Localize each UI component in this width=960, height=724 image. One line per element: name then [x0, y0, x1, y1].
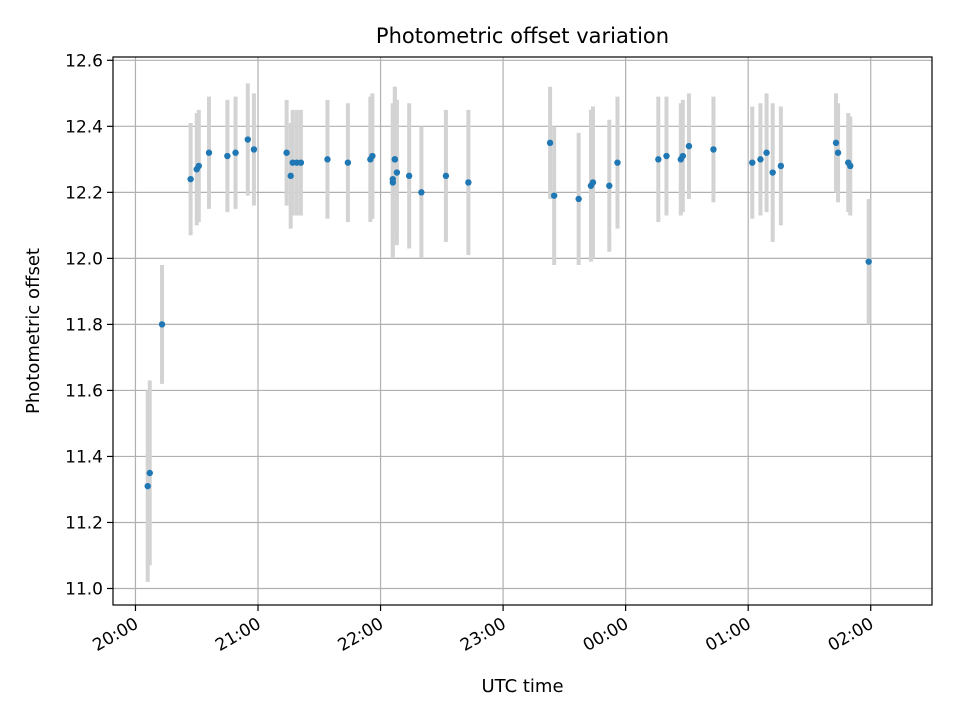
y-tick-label: 11.2 [65, 513, 103, 533]
data-point [847, 162, 854, 170]
data-point [614, 159, 621, 166]
data-point [777, 162, 785, 170]
data-point [287, 172, 294, 180]
data-point [144, 482, 151, 490]
y-tick-label: 12.4 [65, 117, 103, 137]
y-tick-label: 11.8 [65, 315, 103, 335]
plot-frame [112, 56, 933, 606]
data-point [832, 139, 840, 147]
data-point [546, 139, 554, 147]
data-point [465, 179, 472, 186]
data-point [550, 192, 558, 199]
grid-lines [113, 57, 932, 605]
data-point [389, 175, 397, 183]
data-point [865, 258, 872, 265]
data-point [606, 182, 613, 189]
data-point [418, 189, 425, 196]
data-point [283, 149, 290, 156]
y-tick-label: 11.6 [65, 381, 103, 401]
data-point [146, 469, 153, 477]
data-point [769, 169, 776, 176]
data-point [710, 146, 717, 153]
data-point [369, 152, 376, 160]
data-point [297, 159, 305, 166]
y-tick-label: 11.4 [65, 447, 103, 467]
y-axis-label: Photometric offset [23, 248, 44, 414]
data-point [324, 156, 331, 163]
x-axis-label: UTC time [481, 676, 563, 697]
data-point [405, 172, 413, 180]
data-point [224, 152, 231, 160]
data-point [391, 156, 399, 163]
data-points [144, 136, 872, 490]
chart-title: Photometric offset variation [376, 24, 669, 48]
data-point [344, 159, 352, 166]
data-point [205, 149, 213, 156]
y-tick-label: 12.0 [65, 249, 103, 269]
data-point [679, 152, 687, 160]
y-axis-ticks: 11.0 11.2 11.4 11.6 11.8 12.0 12.2 12.4 12.6 [65, 51, 113, 599]
y-tick-label: 11.0 [65, 579, 103, 599]
data-point [589, 179, 597, 186]
data-point [244, 136, 251, 143]
data-point [663, 152, 670, 160]
data-point [187, 175, 194, 183]
data-point [393, 169, 401, 176]
data-point [250, 146, 258, 153]
data-point [195, 162, 202, 170]
y-tick-label: 12.6 [65, 51, 103, 71]
data-point [757, 156, 764, 163]
data-point [834, 149, 842, 156]
data-point [685, 142, 693, 150]
data-point [655, 156, 662, 163]
data-point [763, 149, 770, 156]
data-point [749, 159, 756, 166]
y-tick-label: 12.2 [65, 183, 103, 203]
data-point [158, 321, 166, 328]
data-point [442, 172, 450, 180]
data-point [232, 149, 239, 156]
data-point [575, 195, 582, 203]
